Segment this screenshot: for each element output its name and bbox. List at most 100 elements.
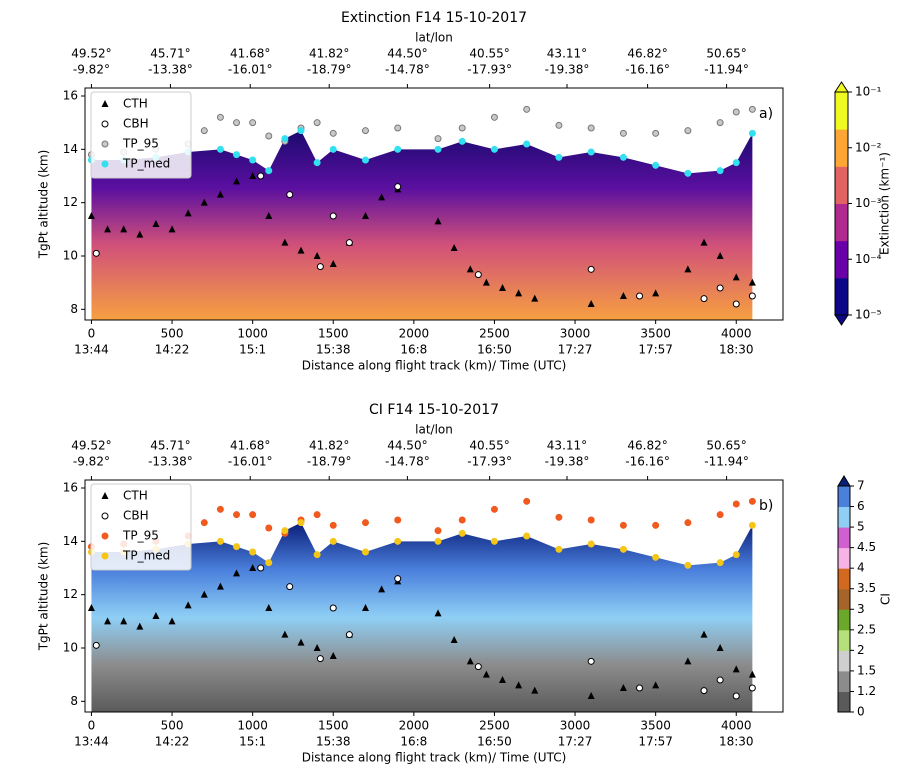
- x-tick-time: 16:8: [400, 735, 427, 749]
- top-lon-label: -13.38°: [148, 63, 193, 77]
- marker: [474, 271, 482, 279]
- x-tick-time: 18:30: [719, 343, 754, 357]
- marker: [684, 657, 692, 665]
- colorbar-segment: [838, 609, 850, 631]
- marker: [450, 636, 458, 643]
- marker: [394, 183, 402, 191]
- marker: [458, 124, 466, 132]
- marker: [329, 145, 337, 153]
- colorbar-segment: [835, 92, 848, 130]
- top-lat-label: 41.68°: [230, 47, 270, 61]
- x-tick-time: 17:27: [558, 343, 593, 357]
- marker: [378, 585, 386, 593]
- x-tick-label: 4000: [721, 719, 752, 733]
- marker: [345, 239, 353, 247]
- marker: [587, 148, 595, 156]
- top-lat-label: 41.82°: [309, 47, 349, 61]
- marker: [265, 604, 273, 611]
- top-lon-label: -14.78°: [385, 63, 430, 77]
- marker: [87, 212, 95, 219]
- marker: [281, 135, 289, 143]
- y-tick-label: 8: [70, 302, 78, 316]
- marker: [316, 655, 324, 663]
- marker: [716, 167, 724, 175]
- marker: [716, 511, 724, 519]
- marker: [700, 687, 708, 695]
- legend-box: [90, 91, 192, 179]
- marker: [136, 230, 144, 238]
- y-tick-label: 12: [63, 195, 78, 209]
- x-tick-time: 15:38: [316, 735, 351, 749]
- marker: [748, 105, 756, 113]
- marker: [233, 177, 241, 185]
- marker: [482, 670, 490, 678]
- marker: [732, 273, 740, 281]
- marker: [329, 537, 337, 545]
- marker: [490, 505, 498, 513]
- marker: [748, 129, 756, 137]
- marker: [523, 532, 531, 540]
- curtain-group: [91, 522, 753, 712]
- colorbar-tick-label: 2.5: [857, 622, 876, 636]
- marker: [587, 540, 595, 548]
- marker: [466, 265, 474, 273]
- top-lat-label: 40.55°: [469, 439, 509, 453]
- colorbar-tick-label: 1.5: [857, 663, 876, 677]
- marker: [684, 519, 692, 527]
- marker: [732, 500, 740, 508]
- marker: [361, 212, 369, 219]
- top-lat-label: 44.50°: [387, 439, 427, 453]
- top-lat-label: 46.82°: [627, 47, 667, 61]
- marker: [700, 295, 708, 303]
- marker: [265, 524, 273, 532]
- marker: [286, 191, 294, 199]
- marker: [92, 641, 100, 649]
- marker: [394, 124, 402, 132]
- colorbar-tick-label: 10⁻²: [855, 140, 882, 154]
- marker: [216, 582, 224, 590]
- marker: [87, 604, 95, 611]
- colorbar-segment: [835, 240, 848, 279]
- marker: [265, 559, 273, 567]
- legend-label: TP_med: [122, 549, 170, 563]
- marker: [297, 638, 305, 646]
- legend-label: TP_95: [122, 137, 159, 151]
- x-tick-label: 2000: [399, 719, 430, 733]
- curtain: [91, 522, 753, 712]
- marker: [329, 260, 337, 267]
- top-axis-label: lat/lon: [415, 31, 453, 45]
- marker: [716, 644, 724, 651]
- marker: [458, 516, 466, 524]
- marker: [458, 529, 466, 537]
- marker: [168, 225, 176, 233]
- marker: [450, 244, 458, 251]
- marker: [748, 292, 756, 300]
- colorbar-segment: [835, 129, 848, 167]
- marker: [329, 129, 337, 137]
- colorbar-extend: [834, 314, 849, 326]
- marker: [297, 127, 305, 135]
- top-lon-label: -11.94°: [704, 63, 749, 77]
- marker: [619, 153, 627, 161]
- marker: [490, 537, 498, 545]
- x-axis-label: Distance along flight track (km)/ Time (…: [302, 751, 567, 765]
- x-tick-time: 16:50: [477, 735, 512, 749]
- x-tick-time: 13:44: [74, 343, 109, 357]
- legend-marker: [101, 100, 109, 107]
- top-lat-label: 43.11°: [547, 47, 587, 61]
- marker: [152, 220, 160, 227]
- colorbar-label: CI: [879, 593, 893, 605]
- marker: [394, 575, 402, 583]
- y-tick-label: 8: [70, 694, 78, 708]
- x-tick-time: 15:38: [316, 343, 351, 357]
- marker: [555, 545, 563, 553]
- marker: [748, 684, 756, 692]
- y-axis-label: TgPt altitude (km): [37, 150, 51, 260]
- chart-title: CI F14 15-10-2017: [369, 402, 499, 418]
- marker: [249, 548, 257, 556]
- marker: [361, 548, 369, 556]
- legend-label: CBH: [123, 117, 149, 131]
- marker: [265, 167, 273, 175]
- colorbar-tick-label: 10⁻¹: [855, 85, 882, 99]
- marker: [587, 124, 595, 132]
